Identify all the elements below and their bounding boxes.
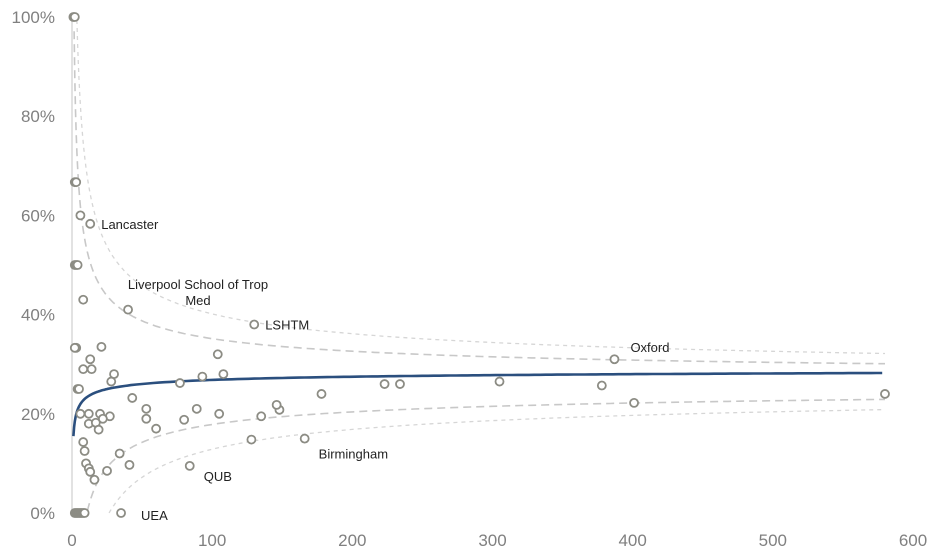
data-point — [249, 319, 260, 330]
point-label: Liverpool School of Trop Med — [128, 277, 268, 308]
data-point — [72, 260, 83, 270]
data-point — [78, 294, 89, 305]
mean-curve — [72, 371, 883, 437]
x-tick-label: 500 — [759, 531, 787, 550]
point-label: UEA — [141, 508, 168, 523]
mean-line — [72, 371, 883, 437]
data-point — [78, 437, 89, 447]
y-tick-label: 40% — [21, 306, 55, 325]
y-tick-label: 0% — [30, 504, 55, 523]
limit-95-lower — [86, 398, 885, 512]
x-tick-label: 100 — [198, 531, 226, 550]
x-tick-label: 0 — [67, 531, 76, 550]
data-point — [96, 341, 107, 352]
y-axis-ticks: 0% 20% 40% 60% 80% 100% — [12, 8, 55, 523]
data-point — [123, 304, 133, 315]
data-point — [184, 460, 195, 471]
data-points — [68, 12, 890, 518]
point-label: Lancaster — [101, 217, 159, 232]
limit-998-lower — [108, 408, 886, 514]
limit-998-upper — [76, 19, 886, 355]
point-label: Birmingham — [319, 447, 388, 462]
data-point — [179, 414, 190, 425]
data-point — [596, 380, 607, 391]
data-point — [102, 465, 112, 476]
limit-95-upper — [73, 31, 885, 365]
x-tick-label: 600 — [899, 531, 927, 550]
data-point — [316, 389, 327, 399]
data-point — [218, 369, 229, 380]
data-point — [246, 434, 257, 445]
data-point — [214, 408, 225, 419]
data-point — [83, 408, 94, 419]
data-point — [124, 459, 135, 470]
data-point — [299, 433, 310, 444]
y-tick-label: 20% — [21, 405, 55, 424]
data-point — [78, 364, 89, 375]
x-tick-label: 300 — [478, 531, 506, 550]
y-tick-label: 100% — [12, 8, 55, 27]
data-point — [89, 474, 100, 485]
data-point — [79, 508, 90, 518]
y-tick-label: 80% — [21, 107, 55, 126]
data-point — [75, 210, 86, 221]
data-point — [106, 376, 117, 387]
data-point — [93, 424, 104, 435]
data-point — [395, 379, 405, 389]
data-point — [86, 364, 97, 375]
data-point — [127, 393, 138, 403]
data-point — [69, 12, 80, 22]
data-point — [880, 389, 890, 399]
y-tick-label: 60% — [21, 206, 55, 225]
data-point — [191, 403, 202, 414]
point-label: Oxford — [630, 340, 669, 355]
data-point — [629, 397, 639, 408]
data-point — [212, 349, 223, 360]
data-point — [141, 403, 152, 414]
x-tick-label: 400 — [618, 531, 646, 550]
data-point — [175, 378, 185, 388]
data-point — [197, 371, 208, 382]
data-point — [379, 379, 390, 389]
data-point — [609, 354, 620, 365]
x-tick-label: 200 — [338, 531, 366, 550]
data-point — [141, 413, 152, 424]
data-point — [85, 354, 96, 365]
data-point — [75, 408, 86, 419]
data-point — [85, 466, 96, 477]
data-point — [71, 177, 82, 188]
point-label: LSHTM — [265, 318, 309, 333]
data-point — [85, 218, 96, 229]
data-point — [256, 411, 267, 422]
data-point — [69, 342, 80, 353]
point-label: QUB — [204, 469, 232, 484]
data-point — [74, 384, 84, 394]
data-point — [114, 448, 125, 459]
data-point — [79, 446, 90, 456]
x-axis-ticks: 0 100 200 300 400 500 600 — [67, 531, 927, 550]
point-labels: Lancaster Liverpool School of Trop Med LSHT… — [101, 217, 669, 523]
data-point — [97, 413, 108, 424]
data-point — [271, 399, 282, 410]
data-point — [116, 508, 126, 518]
control-limits — [73, 19, 886, 514]
data-point — [494, 376, 505, 387]
data-point — [151, 423, 162, 434]
